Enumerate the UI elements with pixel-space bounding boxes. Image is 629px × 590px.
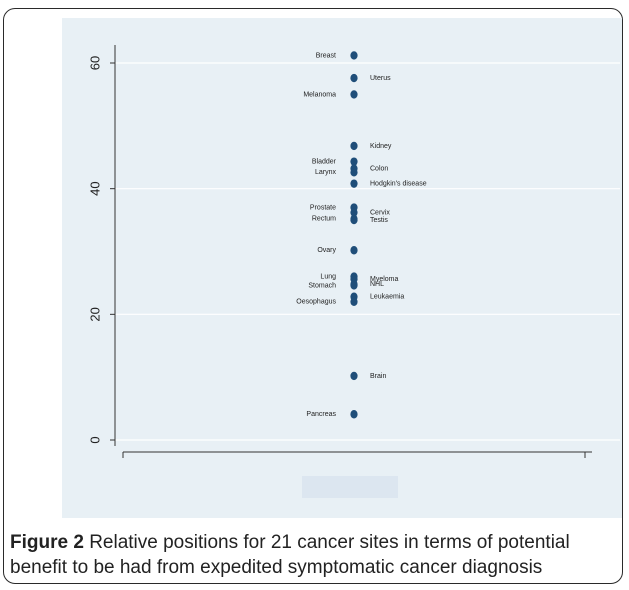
point-melanoma (350, 90, 358, 99)
axes (114, 45, 592, 458)
point-oesophagus (350, 297, 358, 306)
point-label-ovary: Ovary (317, 247, 336, 254)
point-label-prostate: Prostate (310, 204, 336, 211)
point-label-cervix: Cervix (370, 209, 390, 216)
gridlines (115, 62, 620, 441)
point-testis (350, 215, 358, 225)
point-label-myeloma: Myeloma (370, 276, 399, 283)
y-tick-label-0: 0 (87, 436, 102, 443)
point-label-oesophagus: Oesophagus (296, 299, 336, 306)
point-kidney (350, 141, 358, 151)
point-label-nhl: NHL (370, 281, 384, 288)
y-tick-label-20: 20 (87, 307, 102, 321)
y-axis-ticks: 0 20 40 60 (87, 56, 115, 444)
point-hodgkin-s-disease (350, 179, 358, 188)
point-label-pancreas: Pancreas (306, 411, 336, 418)
point-label-rectum: Rectum (312, 216, 336, 223)
y-tick-label-40: 40 (87, 181, 102, 195)
point-larynx (350, 168, 358, 177)
point-label-stomach: Stomach (308, 282, 336, 289)
point-brain (350, 371, 358, 381)
plot-region (62, 18, 622, 518)
y-tick-label-60: 60 (87, 56, 102, 70)
point-breast (350, 51, 358, 60)
point-stomach (350, 281, 358, 290)
figure-label: Figure 2 (10, 532, 84, 553)
point-cervix (350, 208, 358, 217)
point-uterus (350, 73, 358, 83)
point-label-lung: Lung (320, 273, 336, 280)
point-label-leukaemia: Leukaemia (370, 294, 404, 301)
point-label-melanoma: Melanoma (303, 91, 336, 98)
point-pancreas (350, 410, 358, 419)
point-label-larynx: Larynx (315, 169, 337, 176)
data-points: Breast Uterus Melanoma Kidney Bladder Colon La… (296, 51, 427, 419)
figure-caption-text: Relative positions for 21 cancer sites i… (10, 532, 570, 578)
point-label-bladder: Bladder (312, 158, 337, 165)
point-label-uterus: Uterus (370, 75, 391, 82)
point-bladder (350, 157, 358, 166)
point-ovary (350, 246, 358, 255)
figure-caption: Figure 2 Relative positions for 21 cance… (10, 530, 620, 580)
point-label-testis: Testis (370, 217, 388, 224)
point-label-kidney: Kidney (370, 143, 392, 150)
point-label-brain: Brain (370, 373, 386, 380)
point-label-colon: Colon (370, 165, 388, 172)
point-label-breast: Breast (316, 52, 336, 59)
point-label-hodgkin-s-disease: Hodgkin's disease (370, 180, 427, 187)
legend-box (302, 476, 398, 498)
